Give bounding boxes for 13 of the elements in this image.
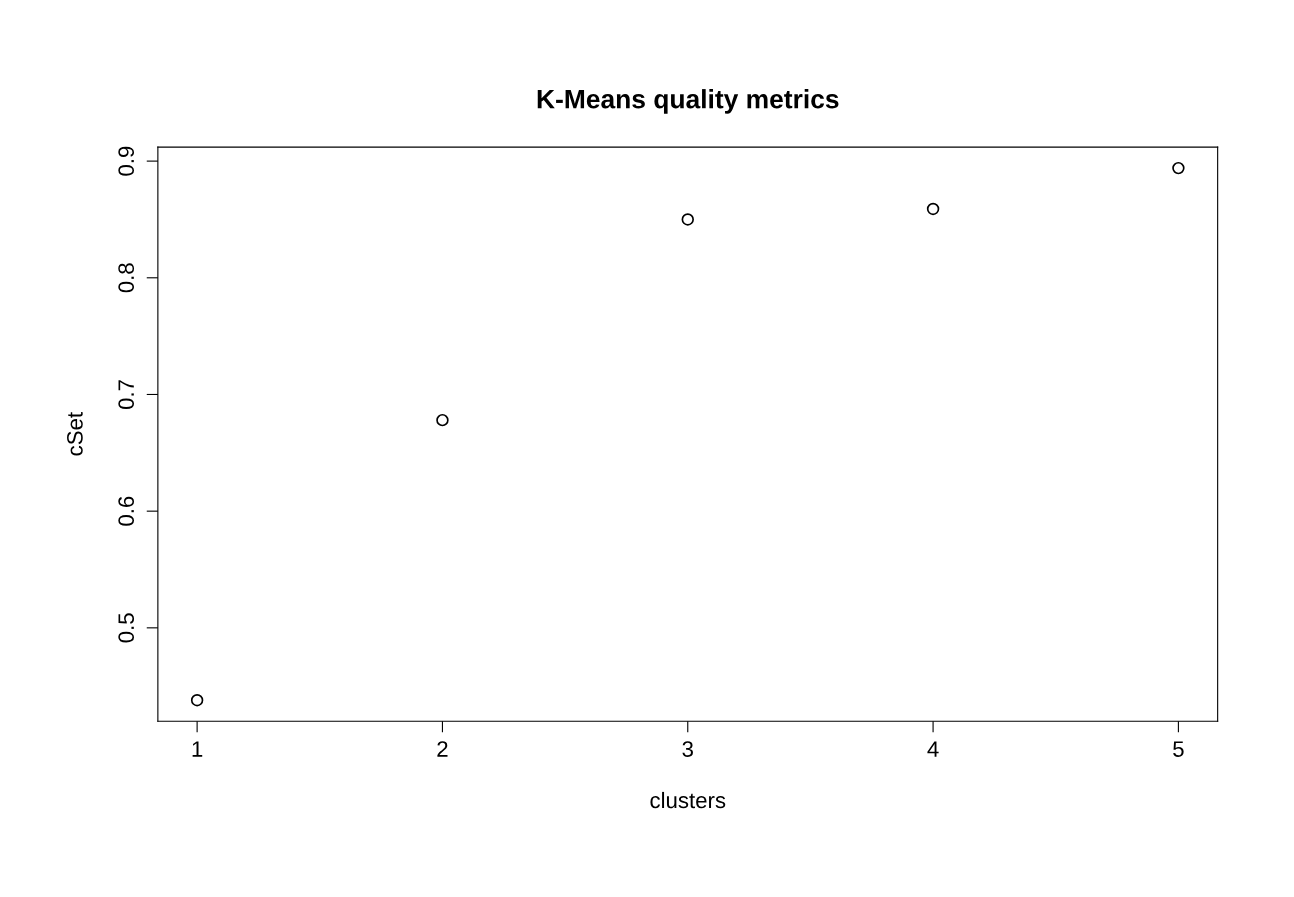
y-tick-label: 0.7 [118, 380, 135, 410]
y-tick-label: 0.5 [118, 613, 135, 643]
y-tick-label: 0.6 [118, 496, 135, 526]
x-tick-label: 4 [927, 741, 939, 757]
x-tick-label: 5 [1173, 741, 1184, 757]
y-tick-label: 0.9 [118, 146, 135, 176]
x-tick-label: 2 [437, 741, 448, 757]
y-axis-title: cSet [67, 412, 83, 456]
x-axis-title: clusters [650, 791, 726, 809]
x-tick-label: 3 [682, 741, 693, 757]
y-tick-label: 0.8 [118, 263, 135, 293]
chart-title: K-Means quality metrics [537, 89, 839, 114]
x-tick-label: 1 [192, 741, 203, 757]
